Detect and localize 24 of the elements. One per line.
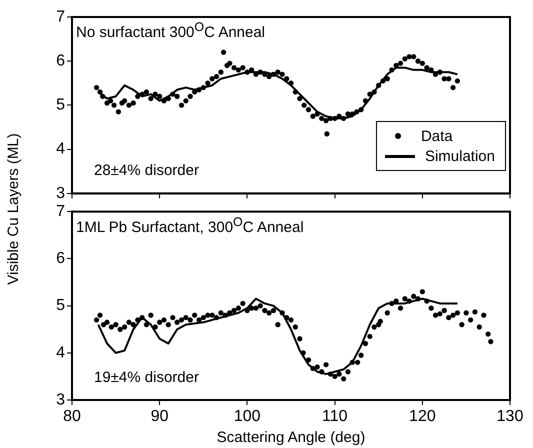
x-tick-label: 100	[234, 408, 261, 426]
y-tick-label: 6	[56, 250, 66, 268]
y-tick-label: 5	[56, 96, 66, 114]
y-tick-label: 4	[56, 140, 66, 158]
x-tick-label: 120	[409, 408, 436, 426]
legend-label: Simulation	[424, 148, 495, 165]
y-tick-label: 3	[56, 184, 66, 202]
x-tick-label: 90	[150, 408, 169, 426]
x-tick-label: 110	[322, 408, 348, 426]
x-tick-label: 130	[496, 408, 524, 426]
x-axis-title: Scattering Angle (deg)	[216, 429, 366, 446]
annotation: 28±4% disorder	[94, 162, 199, 180]
chart-title: 1ML Pb Surfactant, 300$^{O}$C Anneal	[76, 214, 304, 236]
annotation: 19±4% disorder	[94, 369, 199, 386]
y-axis-title: Visible Cu Layers (ML)	[4, 132, 22, 284]
chart-title: No surfactant 300$^{O}$C Anneal	[76, 20, 266, 42]
x-tick-label: 80	[63, 408, 81, 426]
y-tick-label: 3	[56, 391, 66, 408]
y-tick-label: 7	[56, 8, 66, 26]
y-tick-label: 4	[56, 344, 66, 362]
y-tick-label: 6	[56, 52, 66, 70]
y-tick-label: 7	[56, 203, 66, 220]
y-tick-label: 5	[56, 297, 66, 314]
legend-label: Data	[420, 128, 453, 145]
